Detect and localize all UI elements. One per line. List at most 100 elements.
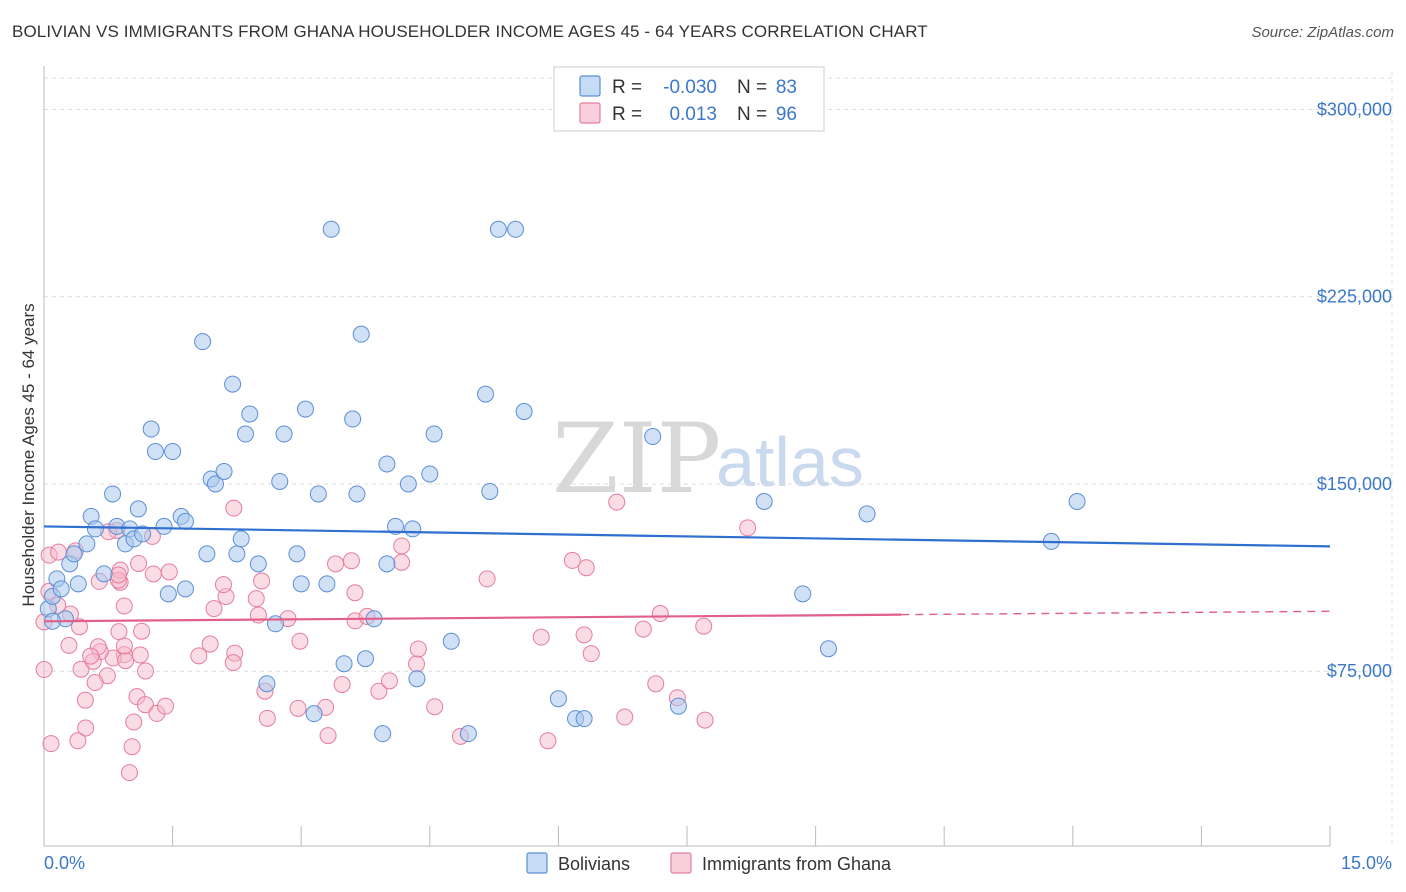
ghana-point (42, 735, 60, 753)
bolivian-point (104, 485, 122, 503)
ghana-point (109, 566, 127, 584)
ghana-point (69, 732, 87, 750)
ghana-point (696, 711, 714, 729)
stats-legend: R = -0.030 N = 83 R = 0.013 N = 96 (553, 66, 825, 132)
bolivian-point (215, 462, 233, 480)
bolivian-point (95, 565, 113, 583)
ghana-point (393, 537, 411, 555)
ghana-point (393, 553, 411, 571)
bolivian-point (357, 650, 374, 668)
y-axis-label: Householder Income Ages 45 - 64 years (19, 303, 38, 606)
ghana-point (532, 628, 550, 646)
ghana-point (370, 682, 388, 700)
ghana-point (120, 764, 138, 782)
bolivian-point (489, 220, 507, 238)
bolivian-point (292, 575, 310, 593)
ghana-point (131, 646, 149, 664)
series-ghana-points (35, 493, 757, 782)
bolivian-point (159, 585, 177, 603)
bolivian-point (644, 428, 662, 446)
bolivian-point (549, 690, 567, 708)
bolivian-point (155, 517, 173, 535)
ghana-point (144, 565, 162, 583)
ghana-point (381, 672, 399, 690)
bolivian-point (335, 655, 353, 673)
ghana-point (426, 698, 444, 716)
ghana-trend-line (43, 613, 902, 623)
bolivian-point (348, 485, 366, 503)
bolivian-point (515, 403, 533, 421)
y-tick-label: $75,000 (1327, 661, 1392, 681)
legend-n-label-bolivians: N = (737, 77, 767, 98)
bolivian-point (194, 333, 212, 351)
ghana-point (133, 622, 151, 640)
bolivian-point (507, 220, 525, 238)
bolivian-point (378, 555, 396, 573)
ghana-point (563, 551, 581, 569)
ghana-point (35, 661, 53, 679)
ghana-point (647, 675, 665, 693)
bolivian-point (399, 475, 417, 493)
bolivian-point (232, 530, 250, 548)
bolivian-point (271, 472, 289, 490)
ghana-point (327, 555, 345, 573)
y-tick-label: $225,000 (1317, 287, 1392, 307)
ghana-point (577, 559, 595, 577)
ghana-point (608, 493, 626, 511)
ghana-point (77, 719, 95, 737)
ghana-point (575, 626, 593, 644)
bolivian-point (819, 640, 837, 658)
bolivian-point (408, 670, 426, 688)
bolivian-point (224, 375, 242, 393)
bolivian-point (69, 575, 87, 593)
bolivian-point (142, 420, 160, 438)
gridlines (44, 72, 1393, 846)
ghana-point (201, 635, 219, 653)
ghana-point (70, 618, 88, 636)
bolivian-point (305, 705, 323, 723)
bolivian-point (404, 520, 422, 538)
ghana-point (695, 617, 713, 635)
ghana-point (408, 655, 426, 673)
bolivian-point (322, 220, 340, 238)
bolivian-point (669, 697, 687, 715)
bolivian-point (481, 482, 499, 500)
bolivian-point (755, 492, 773, 510)
bolivian-point (266, 615, 284, 633)
ghana-point (205, 600, 223, 618)
bolivian-point (459, 725, 477, 743)
bolivian-point (425, 425, 443, 443)
legend-n-value-bolivians: 83 (776, 77, 797, 98)
bolivian-point (134, 525, 152, 543)
ghana-point (258, 709, 276, 727)
bolivian-point (206, 475, 224, 493)
ghana-point (616, 708, 634, 726)
ghana-point (110, 623, 128, 641)
bolivian-point (176, 580, 194, 598)
bolivian-point (78, 535, 96, 553)
chart-title: BOLIVIAN VS IMMIGRANTS FROM GHANA HOUSEH… (12, 22, 928, 41)
bolivian-point (241, 405, 259, 423)
ghana-point (333, 676, 351, 694)
bolivian-point (858, 505, 876, 523)
bolivian-point (176, 512, 194, 530)
ghana-point (86, 674, 104, 692)
bolivians-trend-line (43, 525, 1331, 548)
ghana-point (136, 696, 154, 714)
bolivian-point (65, 545, 83, 563)
bolivian-point (86, 520, 104, 538)
ghana-point (123, 738, 141, 756)
ghana-point (247, 590, 265, 608)
bolivian-point (146, 443, 164, 461)
axes (43, 66, 1331, 847)
bottom-legend-swatch-ghana (670, 852, 692, 874)
ghana-point (225, 499, 243, 517)
y-tick-label: $300,000 (1317, 99, 1392, 119)
ghana-point (60, 636, 78, 654)
bolivian-point (258, 675, 276, 693)
bolivian-point (575, 710, 593, 728)
trend-lines (43, 525, 1331, 623)
x-axis-ticks: 0.0% 15.0% (44, 853, 1392, 873)
bolivian-point (374, 725, 392, 743)
